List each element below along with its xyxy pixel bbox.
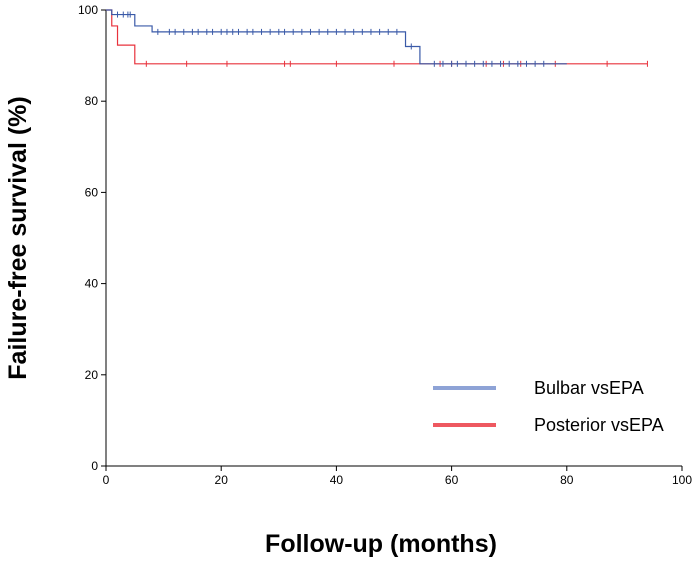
y-tick-label: 40 (85, 277, 99, 291)
x-tick-label: 20 (215, 473, 229, 487)
x-tick-label: 40 (330, 473, 344, 487)
series-line-posterior-vsepa (106, 9, 648, 65)
y-tick-label: 80 (85, 94, 99, 108)
legend: Bulbar vsEPA Posterior vsEPA (433, 378, 664, 435)
x-tick-label: 60 (445, 473, 459, 487)
y-tick-label: 100 (78, 3, 98, 17)
series-line-bulbar-vsepa (106, 9, 567, 65)
series-layer (106, 9, 648, 67)
x-tick-label: 100 (672, 473, 692, 487)
legend-label-posterior-vsepa: Posterior vsEPA (534, 415, 664, 435)
x-tick-label: 80 (560, 473, 574, 487)
y-tick-label: 20 (85, 368, 99, 382)
y-tick-label: 0 (91, 459, 98, 473)
x-tick-label: 0 (103, 473, 110, 487)
axes: 0 20 40 60 80 100 0 20 40 60 80 100 (78, 3, 692, 487)
y-axis-title: Failure-free survival (%) (4, 96, 32, 379)
y-tick-label: 60 (85, 185, 99, 199)
legend-label-bulbar-vsepa: Bulbar vsEPA (534, 378, 644, 398)
x-axis-title: Follow-up (months) (265, 530, 497, 558)
